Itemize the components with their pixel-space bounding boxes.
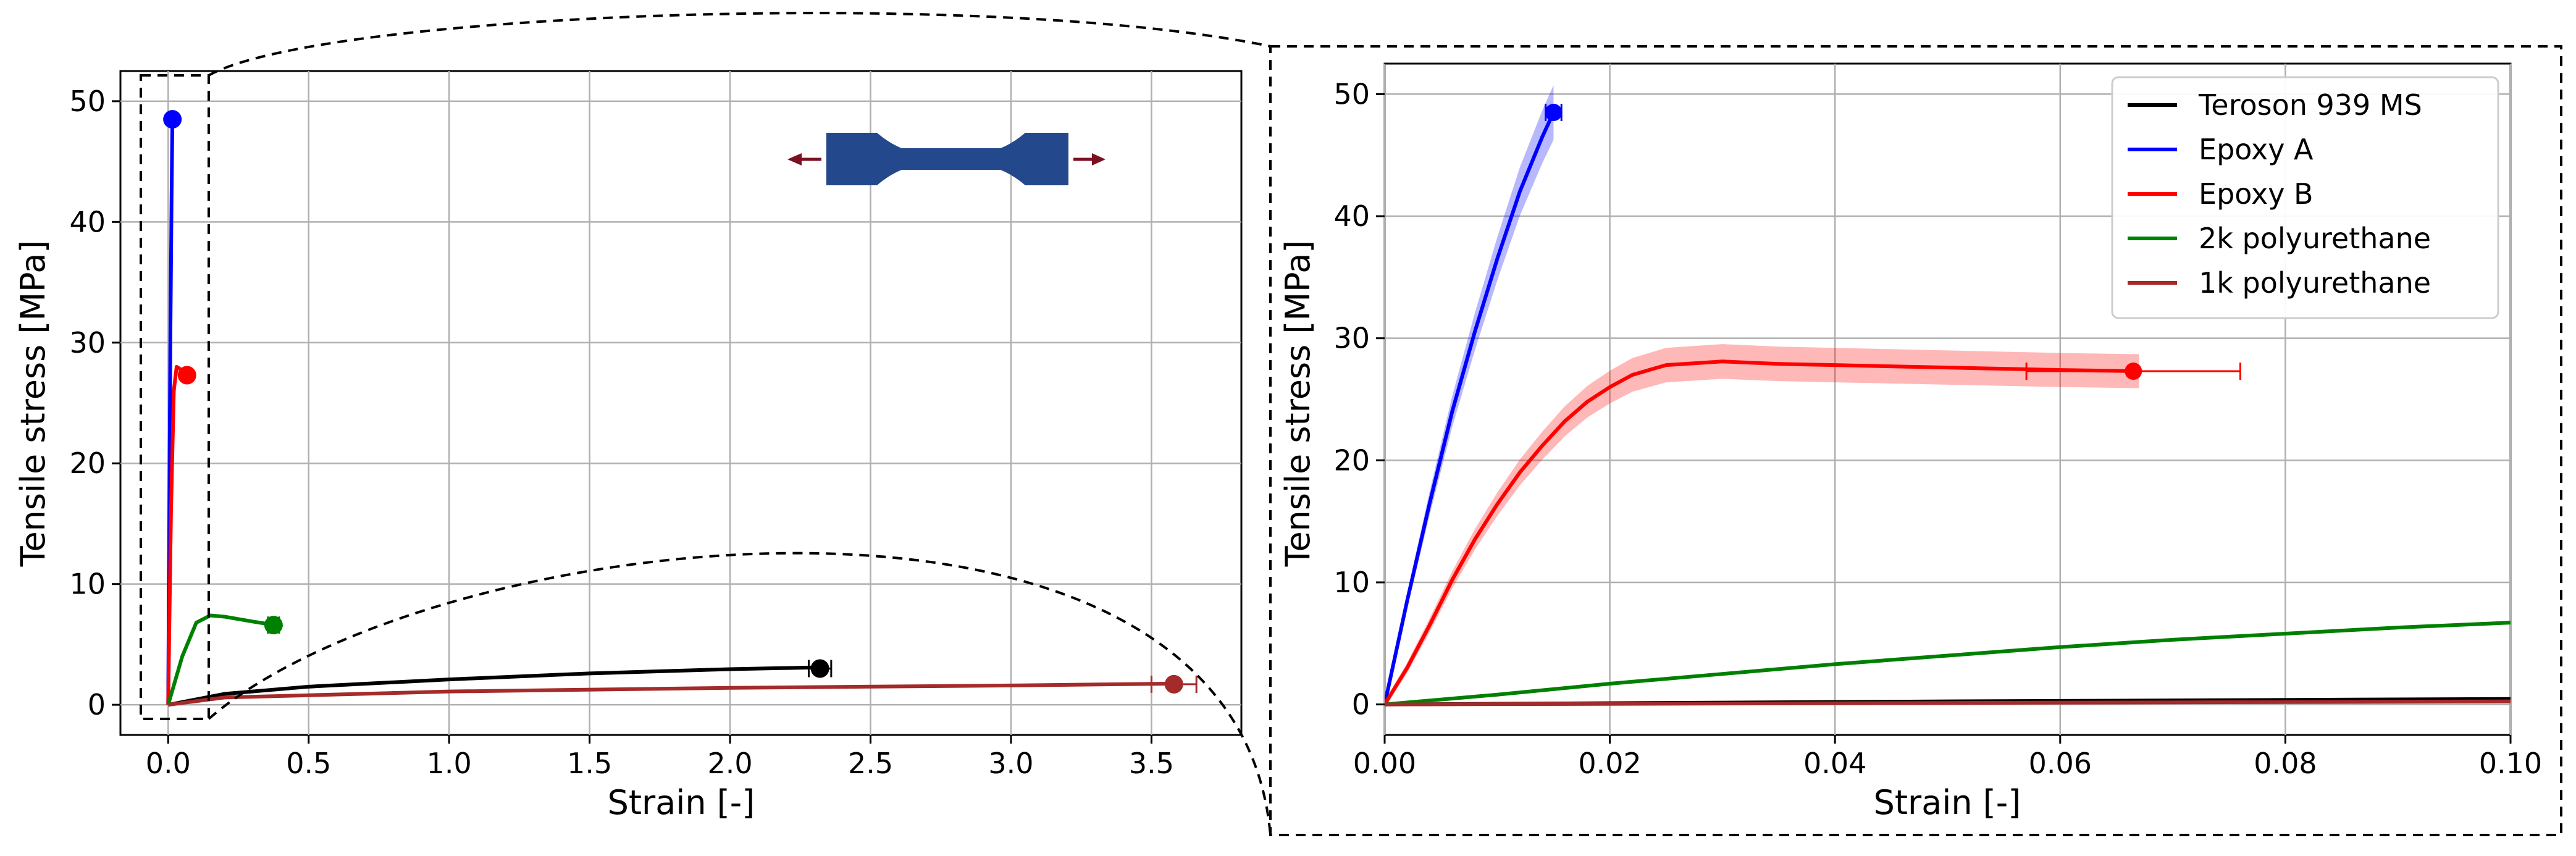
right-line-2k-polyurethane	[1385, 621, 2511, 707]
left-x-tick-label: 0.5	[286, 747, 331, 780]
legend-label-1k-polyurethane: 1k polyurethane	[2199, 266, 2431, 300]
right-panel: 0.00 0.02 0.04 0.06 0.08 0.10 0 10 20 30 40 50 Tero…	[1269, 45, 2562, 836]
zoom-connector-top	[208, 12, 1271, 77]
right-y-tick-label: 50	[1333, 77, 1370, 111]
left-x-tick-label: 2.0	[708, 747, 753, 780]
left-x-tick-label: 3.5	[1129, 747, 1174, 780]
left-plot-frame	[119, 70, 1243, 736]
left-grid	[120, 71, 1241, 735]
right-y-axis-label: Tensile stress [MPa]	[1278, 240, 1317, 568]
legend-label-epoxy-b: Epoxy B	[2199, 177, 2314, 211]
right-series	[1385, 85, 2511, 708]
left-panel: 0.0 0.5 1.0 1.5 2.0 2.5 3.0 3.5 0 10 20 30 40 50 Stra…	[14, 70, 1243, 822]
right-plot-area	[1385, 85, 2511, 708]
legend-label-epoxy-a: Epoxy A	[2199, 133, 2314, 166]
left-line-2k-polyurethane	[166, 613, 275, 705]
right-y-tick-label: 40	[1333, 199, 1370, 233]
left-y-tick-label: 50	[69, 85, 106, 118]
left-line-teroson-939-ms	[167, 665, 820, 707]
zoom-region-box	[140, 74, 210, 720]
right-x-axis-label: Strain [-]	[1874, 783, 2021, 822]
left-y-tick-label: 40	[69, 205, 106, 238]
right-y-tick-label: 0	[1352, 688, 1370, 721]
left-ticks: 0.0 0.5 1.0 1.5 2.0 2.5 3.0 3.5 0 10 20 30 40 50	[69, 85, 1174, 780]
left-x-tick-label: 2.5	[848, 747, 893, 780]
right-endpoint-epoxy-a	[1545, 104, 1563, 122]
right-line-1k-polyurethane	[1385, 699, 2511, 707]
left-series	[163, 110, 1198, 707]
right-band-epoxy-b	[1385, 344, 2139, 708]
right-x-tick-label: 0.10	[2479, 747, 2542, 780]
right-endpoint-epoxy-b	[2125, 363, 2142, 380]
legend-box	[2111, 76, 2499, 319]
dogbone-specimen-icon	[787, 133, 1105, 185]
right-line-epoxy-b	[1385, 359, 2139, 706]
right-x-tick-label: 0.04	[1803, 747, 1866, 780]
left-y-tick-label: 10	[69, 568, 106, 601]
left-endpoint-teroson-939-ms	[810, 659, 829, 678]
legend-label-teroson-939-ms: Teroson 939 MS	[2198, 88, 2422, 122]
right-y-tick-label: 10	[1333, 566, 1370, 599]
right-x-tick-label: 0.08	[2254, 747, 2317, 780]
right-y-tick-label: 20	[1333, 443, 1370, 477]
right-band-epoxy-a	[1385, 85, 1554, 708]
right-line-epoxy-a	[1385, 111, 1556, 705]
right-y-tick-label: 30	[1333, 322, 1370, 355]
right-x-tick-label: 0.00	[1353, 747, 1416, 780]
zoom-connector-bottom	[208, 552, 1272, 836]
legend-label-2k-polyurethane: 2k polyurethane	[2199, 222, 2431, 255]
right-ticks: 0.00 0.02 0.04 0.06 0.08 0.10 0 10 20 30 40 50	[1333, 77, 2542, 780]
left-x-tick-label: 3.0	[988, 747, 1033, 780]
left-x-tick-label: 1.5	[567, 747, 612, 780]
left-y-tick-label: 20	[69, 447, 106, 480]
zoom-panel-outline	[1269, 45, 2562, 836]
legend: Teroson 939 MS Epoxy A Epoxy B 2k polyureth…	[2111, 76, 2499, 319]
left-line-1k-polyurethane	[167, 681, 1174, 707]
left-endpoint-epoxy-a	[163, 110, 182, 129]
left-y-tick-label: 0	[88, 688, 106, 721]
left-x-tick-label: 1.0	[427, 747, 472, 780]
right-x-tick-label: 0.06	[2029, 747, 2092, 780]
left-y-tick-label: 30	[69, 326, 106, 359]
right-x-tick-label: 0.02	[1578, 747, 1641, 780]
left-endpoint-epoxy-b	[177, 366, 196, 385]
left-plot-area	[163, 110, 1198, 707]
left-x-axis-label: Strain [-]	[608, 783, 755, 822]
left-y-axis-label: Tensile stress [MPa]	[14, 240, 52, 568]
left-endpoint-2k-polyurethane	[264, 616, 283, 635]
left-x-tick-label: 0.0	[146, 747, 191, 780]
left-endpoint-1k-polyurethane	[1164, 674, 1183, 694]
